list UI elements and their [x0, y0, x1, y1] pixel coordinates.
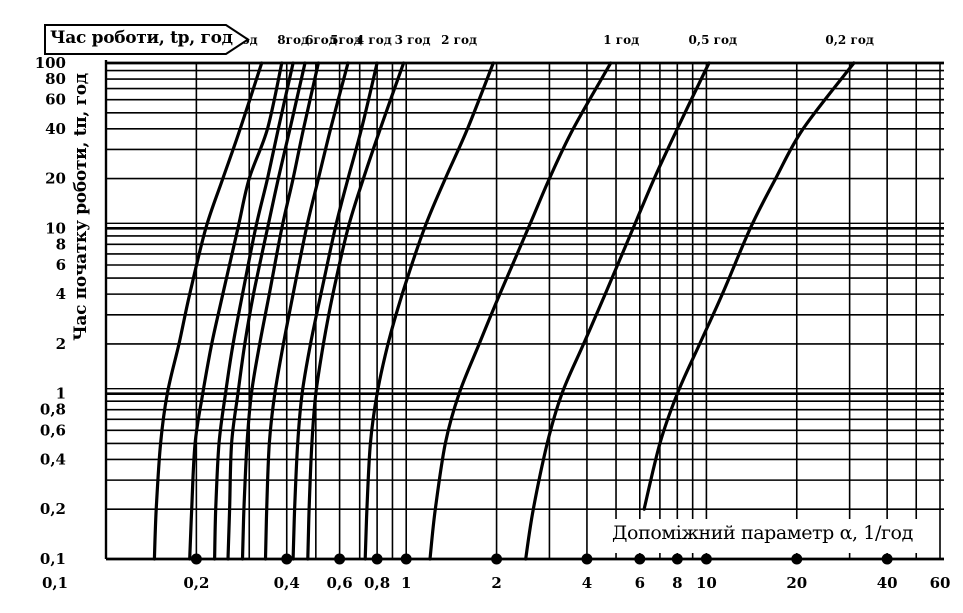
y-tick-label: 0,6: [40, 421, 66, 439]
curve-label: 0,2 год: [825, 33, 873, 47]
y-tick-label: 20: [45, 170, 66, 188]
x-axis-marker: [281, 553, 293, 565]
curve-label: 0,5 год: [689, 33, 737, 47]
y-tick-label: 4: [56, 285, 66, 303]
curve-label: 2 год: [441, 33, 477, 47]
x-tick-label: 10: [696, 574, 717, 592]
series-line-4: [226, 61, 307, 561]
curve-label: 6год: [305, 33, 337, 47]
x-axis-marker: [190, 553, 202, 565]
x-axis-title: Допоміжний параметр α, 1/год: [612, 522, 913, 544]
header-arrow-shape: [44, 24, 250, 55]
y-axis-title: Час початку роботи, tп, год: [71, 73, 91, 341]
x-axis-marker: [700, 553, 712, 565]
x-tick-labels: 0,1 0,2 0,4 0,6 0,8 1 2 4 6 8 10 20 40 60: [42, 574, 950, 592]
series-line-11: [524, 61, 711, 561]
y-tick-label: 6: [56, 256, 66, 274]
y-tick-label: 0,8: [40, 401, 66, 419]
series-line-1: [152, 61, 264, 561]
x-axis-marker: [400, 553, 412, 565]
series-line-8: [306, 61, 406, 561]
y-tick-label: 0,4: [40, 450, 66, 468]
y-tick-label: 100: [35, 54, 66, 72]
y-tick-label: 80: [45, 70, 66, 88]
series-line-10: [428, 61, 613, 561]
x-axis-marker: [634, 553, 646, 565]
x-axis-marker: [491, 553, 503, 565]
x-tick-label: 0,2: [183, 574, 209, 592]
x-tick-label: 8: [672, 574, 682, 592]
x-tick-label: 0,4: [274, 574, 300, 592]
x-tick-label: 60: [930, 574, 951, 592]
y-tick-label: 1: [56, 385, 66, 403]
series-line-6: [263, 61, 350, 561]
curve-label: 8год: [277, 33, 309, 47]
series-line-3: [213, 61, 295, 561]
series-line-9: [363, 61, 495, 561]
x-tick-label: 0,6: [327, 574, 353, 592]
x-axis-marker: [334, 553, 346, 565]
y-tick-label: 10: [45, 219, 66, 237]
x-tick-label: 0,1: [42, 574, 68, 592]
x-tick-label: 40: [877, 574, 898, 592]
series-line-7: [291, 61, 379, 561]
curve-label: 1 год: [603, 33, 639, 47]
x-axis-title-background: [606, 519, 924, 553]
x-axis-markers: [190, 553, 893, 565]
x-tick-label: 4: [582, 574, 592, 592]
y-axis-title-background: [66, 68, 96, 346]
series-line-2: [188, 61, 284, 561]
series-line-5: [240, 61, 320, 561]
x-tick-label: 20: [786, 574, 807, 592]
x-tick-label: 2: [491, 574, 501, 592]
x-axis-marker: [881, 553, 893, 565]
x-tick-label: 6: [635, 574, 645, 592]
curve-label: 5год: [330, 33, 362, 47]
x-tick-label: 1: [401, 574, 411, 592]
curve-label: 3 год: [395, 33, 431, 47]
x-axis-marker: [371, 553, 383, 565]
x-axis-marker: [791, 553, 803, 565]
y-tick-label: 8: [56, 235, 66, 253]
curves: [152, 61, 856, 561]
y-tick-label: 0,2: [40, 500, 66, 518]
x-axis-marker: [581, 553, 593, 565]
x-tick-label: 0,8: [364, 574, 390, 592]
y-tick-label: 40: [45, 120, 66, 138]
y-tick-label: 0,1: [40, 550, 66, 568]
header-label: Час роботи, tр, год: [50, 28, 233, 48]
y-tick-label: 60: [45, 91, 66, 109]
x-axis-marker: [671, 553, 683, 565]
series-line-12: [642, 61, 856, 511]
y-tick-label: 2: [56, 335, 66, 353]
curve-label: 4 год: [356, 33, 392, 47]
